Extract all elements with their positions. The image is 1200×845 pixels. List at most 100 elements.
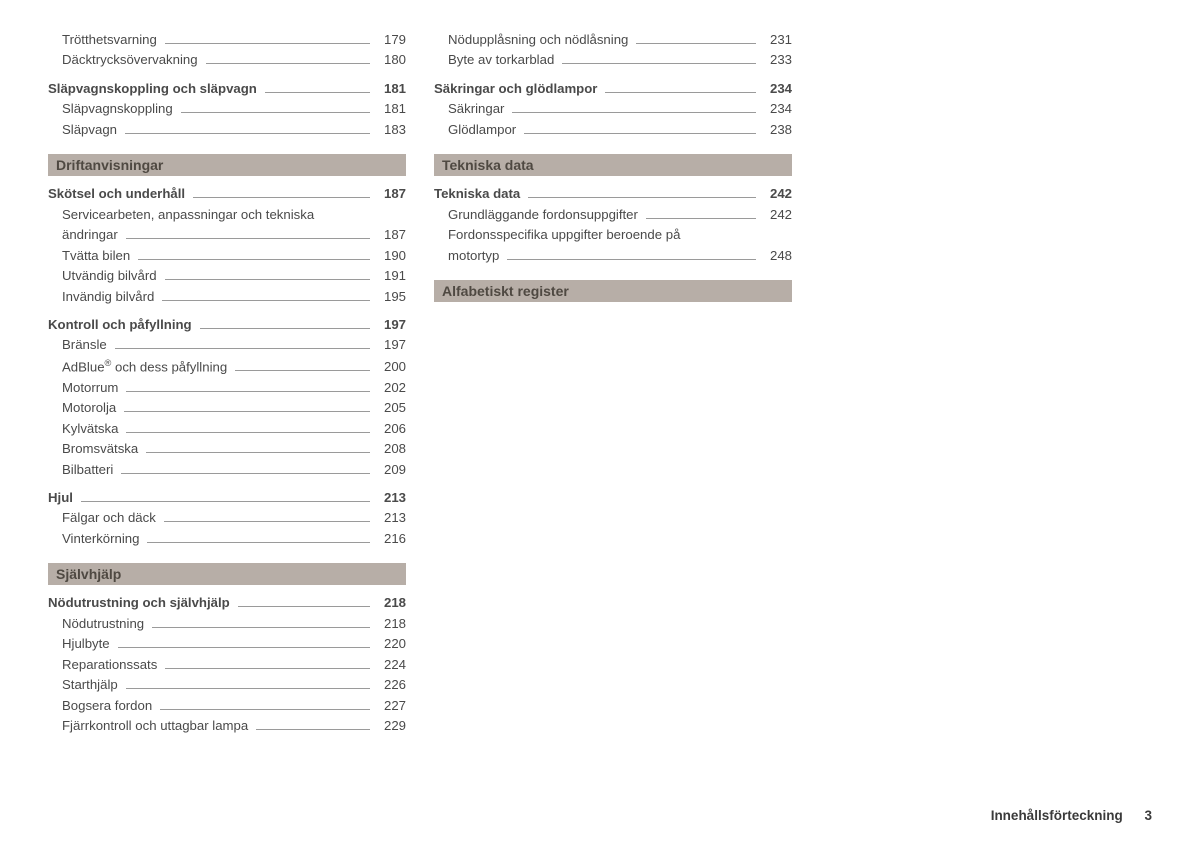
toc-heading-entry[interactable]: Nödutrustning och självhjälp218: [48, 593, 406, 613]
toc-page-number: 187: [376, 184, 406, 204]
toc-group: Säkringar och glödlampor234 Säkringar234…: [434, 79, 792, 140]
toc-label: Reparationssats: [48, 655, 157, 675]
toc-page-number: 216: [376, 529, 406, 549]
toc-page-number: 233: [762, 50, 792, 70]
toc-heading-entry[interactable]: Kontroll och påfyllning197: [48, 315, 406, 335]
toc-page-number: 238: [762, 120, 792, 140]
leader-line: [181, 112, 370, 113]
toc-entry[interactable]: Vinterkörning216: [48, 529, 406, 549]
leader-line: [162, 300, 370, 301]
leader-line: [636, 43, 756, 44]
toc-label: Grundläggande fordonsuppgifter: [434, 205, 638, 225]
toc-label: Släpvagnskoppling: [48, 99, 173, 119]
leader-line: [118, 647, 370, 648]
toc-group: Nödutrustning och självhjälp218 Nödutrus…: [48, 593, 406, 736]
toc-label: Hjul: [48, 488, 73, 508]
toc-page-number: 224: [376, 655, 406, 675]
leader-line: [147, 542, 370, 543]
toc-label: Utvändig bilvård: [48, 266, 157, 286]
toc-entry[interactable]: Tvätta bilen190: [48, 246, 406, 266]
toc-heading-entry[interactable]: Tekniska data242: [434, 184, 792, 204]
toc-page-number: 220: [376, 634, 406, 654]
toc-page-number: 229: [376, 716, 406, 736]
footer-title: Innehållsförteckning: [991, 808, 1123, 823]
toc-label: Starthjälp: [48, 675, 118, 695]
toc-label: Nödutrustning: [48, 614, 144, 634]
leader-line: [126, 432, 370, 433]
toc-label: Invändig bilvård: [48, 287, 154, 307]
toc-page-number: 218: [376, 593, 406, 613]
section-heading-sjalvhjalp: Självhjälp: [48, 563, 406, 585]
toc-entry[interactable]: Däcktrycksövervakning 180: [48, 50, 406, 70]
toc-label: Släpvagn: [48, 120, 117, 140]
toc-entry[interactable]: Starthjälp 226: [48, 675, 406, 695]
toc-entry[interactable]: Bromsvätska 208: [48, 439, 406, 459]
toc-label: Bilbatteri: [48, 460, 113, 480]
toc-entry[interactable]: Släpvagnskoppling181: [48, 99, 406, 119]
toc-entry[interactable]: Motorrum202: [48, 378, 406, 398]
toc-entry[interactable]: ändringar187: [48, 225, 406, 245]
toc-label: Tekniska data: [434, 184, 520, 204]
toc-label: Motorolja: [48, 398, 116, 418]
toc-label: Däcktrycksövervakning: [48, 50, 198, 70]
toc-label: Fordonsspecifika uppgifter beroende på: [434, 225, 680, 245]
leader-line: [193, 197, 370, 198]
toc-entry[interactable]: Bogsera fordon227: [48, 696, 406, 716]
toc-entry[interactable]: Byte av torkarblad 233: [434, 50, 792, 70]
toc-column-left: Trötthetsvarning179 Däcktrycksövervaknin…: [48, 22, 406, 741]
leader-line: [146, 452, 370, 453]
toc-label: Kontroll och påfyllning: [48, 315, 192, 335]
toc-entry[interactable]: Invändig bilvård195: [48, 287, 406, 307]
page-footer: Innehållsförteckning 3: [991, 808, 1152, 823]
toc-label: Byte av torkarblad: [434, 50, 554, 70]
toc-page: Trötthetsvarning179 Däcktrycksövervaknin…: [0, 0, 1200, 741]
toc-entry[interactable]: Glödlampor238: [434, 120, 792, 140]
toc-page-number: 191: [376, 266, 406, 286]
toc-entry[interactable]: Bränsle197: [48, 335, 406, 355]
toc-page-number: 209: [376, 460, 406, 480]
section-heading-alfabetiskt-register: Alfabetiskt register: [434, 280, 792, 302]
toc-entry[interactable]: motortyp248: [434, 246, 792, 266]
toc-page-number: 180: [376, 50, 406, 70]
leader-line: [562, 63, 756, 64]
toc-entry[interactable]: Fjärrkontroll och uttagbar lampa229: [48, 716, 406, 736]
toc-entry[interactable]: Fälgar och däck213: [48, 508, 406, 528]
leader-line: [524, 133, 756, 134]
toc-entry[interactable]: Utvändig bilvård 191: [48, 266, 406, 286]
toc-heading-entry[interactable]: Säkringar och glödlampor234: [434, 79, 792, 99]
toc-page-number: 226: [376, 675, 406, 695]
toc-group: Skötsel och underhåll187 Servicearbeten,…: [48, 184, 406, 307]
toc-entry[interactable]: AdBlue® och dess påfyllning200: [48, 356, 406, 378]
toc-heading-entry[interactable]: Skötsel och underhåll187: [48, 184, 406, 204]
toc-entry[interactable]: Släpvagn183: [48, 120, 406, 140]
toc-label: Bromsvätska: [48, 439, 138, 459]
toc-entry[interactable]: Kylvätska206: [48, 419, 406, 439]
leader-line: [165, 43, 370, 44]
toc-group: Trötthetsvarning179 Däcktrycksövervaknin…: [48, 30, 406, 71]
toc-entry[interactable]: Reparationssats 224: [48, 655, 406, 675]
toc-heading-entry[interactable]: Släpvagnskoppling och släpvagn181: [48, 79, 406, 99]
toc-label: Bogsera fordon: [48, 696, 152, 716]
toc-entry[interactable]: Bilbatteri 209: [48, 460, 406, 480]
toc-entry[interactable]: Hjulbyte220: [48, 634, 406, 654]
toc-label: AdBlue® och dess påfyllning: [48, 356, 227, 378]
toc-entry[interactable]: Motorolja205: [48, 398, 406, 418]
leader-line: [206, 63, 370, 64]
toc-column-right: Nödupplåsning och nödlåsning231 Byte av …: [434, 22, 792, 741]
toc-page-number: 218: [376, 614, 406, 634]
leader-line: [121, 473, 370, 474]
toc-label: Bränsle: [48, 335, 107, 355]
toc-heading-entry[interactable]: Hjul213: [48, 488, 406, 508]
leader-line: [238, 606, 370, 607]
toc-entry[interactable]: Nödupplåsning och nödlåsning231: [434, 30, 792, 50]
leader-line: [256, 729, 370, 730]
toc-entry[interactable]: Trötthetsvarning179: [48, 30, 406, 50]
toc-page-number: 208: [376, 439, 406, 459]
toc-entry[interactable]: Säkringar234: [434, 99, 792, 119]
toc-label: Nödupplåsning och nödlåsning: [434, 30, 628, 50]
toc-entry[interactable]: Servicearbeten, anpassningar och teknisk…: [48, 205, 406, 225]
toc-entry[interactable]: Nödutrustning 218: [48, 614, 406, 634]
toc-entry[interactable]: Grundläggande fordonsuppgifter242: [434, 205, 792, 225]
leader-line: [235, 370, 370, 371]
toc-entry[interactable]: Fordonsspecifika uppgifter beroende på: [434, 225, 792, 245]
